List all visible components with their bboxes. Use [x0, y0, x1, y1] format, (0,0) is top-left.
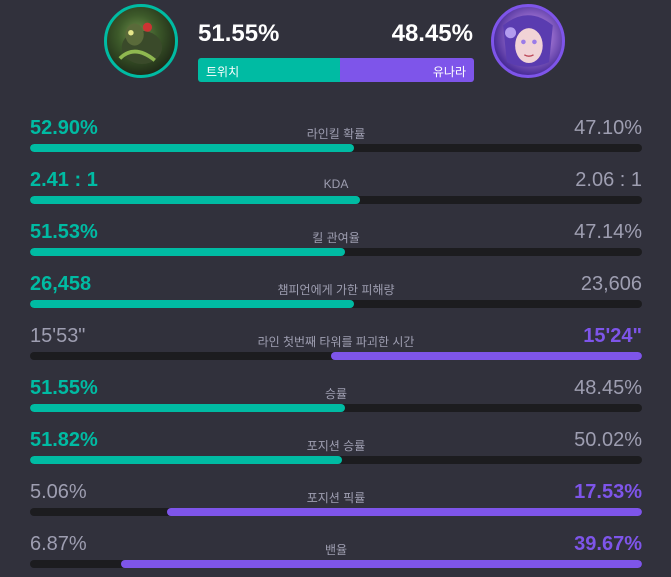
mage-champion-icon — [503, 15, 553, 67]
stat-label: KDA — [323, 177, 349, 191]
stat-label: 라인킬 확률 — [306, 127, 366, 141]
stat-bar-fill-right — [120, 560, 642, 568]
stat-right-value: 39.67% — [574, 533, 642, 555]
stat-row: 51.55% 승률 48.45% — [30, 376, 642, 416]
stat-left-value: 15'53" — [30, 325, 86, 347]
stat-row: 15'53" 라인 첫번째 타워를 파괴한 시간 15'24" — [30, 324, 642, 364]
stat-bar-fill-right — [331, 352, 642, 360]
stat-row: 2.41 : 1 KDA 2.06 : 1 — [30, 168, 642, 208]
stat-right-value: 17.53% — [574, 481, 642, 503]
stat-bar — [30, 248, 642, 256]
stat-label: 밴율 — [324, 543, 348, 557]
stat-row: 51.53% 킬 관여율 47.14% — [30, 220, 642, 260]
stat-bar — [30, 404, 642, 412]
left-champion-name: 트위치 — [206, 65, 240, 79]
stat-row: 26,458 챔피언에게 가한 피해량 23,606 — [30, 272, 642, 312]
stat-left-value: 26,458 — [30, 273, 92, 295]
stat-right-value: 15'24" — [583, 325, 642, 347]
stat-label: 킬 관여율 — [312, 231, 360, 245]
stat-row: 52.90% 라인킬 확률 47.10% — [30, 116, 642, 156]
stat-bar-fill-right — [167, 508, 642, 516]
stat-bar-fill-left — [30, 456, 342, 464]
stat-right-value: 47.14% — [574, 221, 642, 243]
win-ratio-bar: 트위치 유나라 — [198, 58, 474, 82]
stat-left-value: 52.90% — [30, 117, 98, 139]
stat-row: 5.06% 포지션 픽률 17.53% — [30, 480, 642, 520]
stat-right-value: 50.02% — [574, 429, 642, 451]
stat-left-value: 51.82% — [30, 429, 98, 451]
rat-champion-icon — [118, 22, 163, 64]
stat-left-value: 2.41 : 1 — [30, 169, 98, 191]
stat-label: 라인 첫번째 타워를 파괴한 시간 — [257, 335, 415, 349]
win-ratio-right: 유나라 — [340, 58, 474, 82]
matchup-header: 51.55% 48.45% 트위치 유나라 — [0, 0, 671, 96]
stat-bar-fill-left — [30, 300, 354, 308]
stat-bar — [30, 508, 642, 516]
stat-left-value: 5.06% — [30, 481, 87, 503]
stat-right-value: 48.45% — [574, 377, 642, 399]
stat-bar — [30, 300, 642, 308]
stat-bar — [30, 144, 642, 152]
stat-bar-fill-left — [30, 144, 354, 152]
champion-avatar-right[interactable] — [491, 4, 565, 78]
stat-right-value: 23,606 — [580, 273, 642, 295]
stat-bar-fill-left — [30, 196, 360, 204]
stat-bar — [30, 456, 642, 464]
stat-label: 포지션 픽률 — [306, 491, 366, 505]
stat-bar — [30, 560, 642, 568]
champion-avatar-left[interactable] — [104, 4, 178, 78]
stat-label: 챔피언에게 가한 피해량 — [277, 283, 395, 297]
stat-bar-fill-left — [30, 248, 346, 256]
stat-row: 6.87% 밴율 39.67% — [30, 532, 642, 572]
stat-right-value: 2.06 : 1 — [575, 169, 642, 191]
stat-bar — [30, 196, 642, 204]
stat-left-value: 6.87% — [30, 533, 87, 555]
stat-bar — [30, 352, 642, 360]
stat-left-value: 51.53% — [30, 221, 98, 243]
stat-row: 51.82% 포지션 승률 50.02% — [30, 428, 642, 468]
stat-right-value: 47.10% — [574, 117, 642, 139]
win-ratio-left: 트위치 — [198, 58, 341, 82]
left-win-percentage: 51.55% — [198, 20, 280, 47]
stat-bar-fill-left — [30, 404, 346, 412]
stat-label: 승률 — [324, 387, 348, 401]
stat-label: 포지션 승률 — [306, 439, 366, 453]
right-champion-name: 유나라 — [432, 65, 466, 79]
right-win-percentage: 48.45% — [391, 20, 473, 47]
stat-left-value: 51.55% — [30, 377, 98, 399]
